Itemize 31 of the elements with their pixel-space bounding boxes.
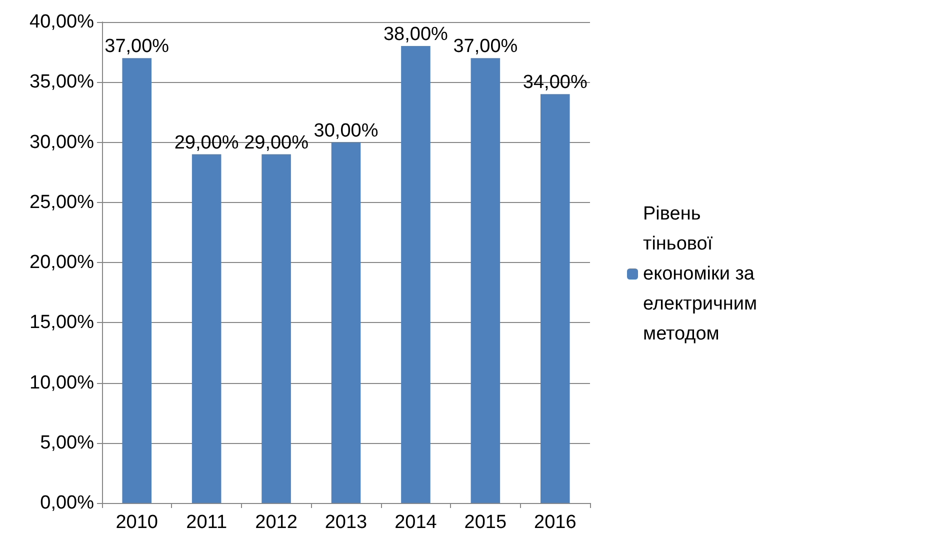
y-tick-label: 35,00% [30,72,94,93]
bar [192,154,222,503]
y-tick-label: 25,00% [30,192,94,213]
x-tick-label: 2011 [186,512,227,533]
data-label: 37,00% [453,36,518,58]
x-tick-label: 2010 [116,512,158,533]
bar [401,46,430,503]
x-tick-label: 2016 [534,512,576,533]
data-label: 37,00% [104,36,170,58]
y-tick-label: 5,00% [40,432,94,454]
y-tick-label: 40,00% [30,12,94,32]
x-tick-label: 2012 [255,512,298,533]
data-label: 38,00% [383,24,448,46]
data-label: 29,00% [244,132,309,154]
y-tick-label: 10,00% [30,372,94,394]
y-tick-label: 20,00% [30,252,94,273]
y-tick-label: 0,00% [40,492,94,514]
x-tick-label: 2014 [394,512,438,533]
data-label: 29,00% [174,132,239,154]
data-label: 34,00% [522,72,588,94]
x-tick-label: 2015 [464,512,507,533]
bar [331,142,361,503]
bar [540,94,570,503]
data-label: 30,00% [314,120,378,142]
bar [470,58,500,503]
bar [262,154,291,503]
y-tick-label: 30,00% [30,132,94,153]
bar [122,58,152,503]
x-tick-label: 2013 [324,512,368,533]
legend-label: Рівень тіньової економіки за електричним методом [643,204,762,344]
y-tick-label: 15,00% [30,312,94,334]
